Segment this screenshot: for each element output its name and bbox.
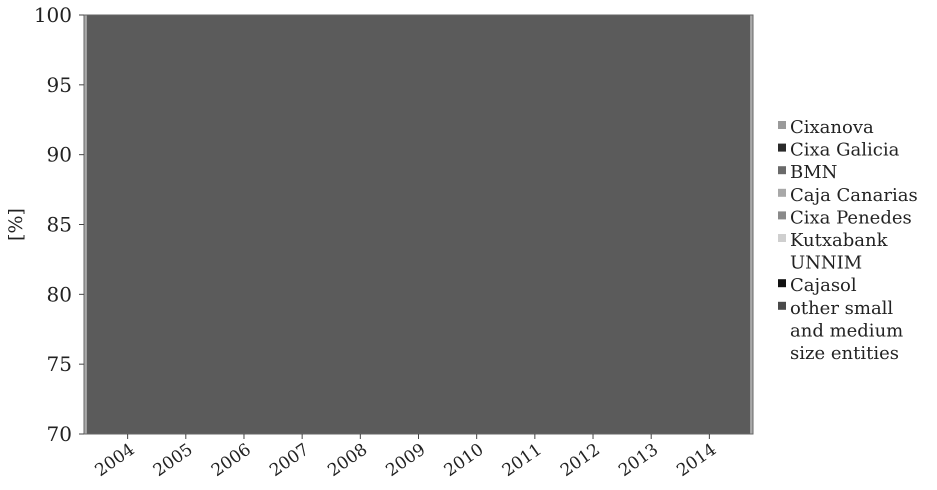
legend-label: Cixa Penedes bbox=[790, 207, 912, 228]
legend-swatch bbox=[778, 121, 786, 129]
legend-label: UNNIM bbox=[790, 253, 862, 274]
x-tick-label: 2009 bbox=[382, 440, 429, 481]
x-tick-label: 2008 bbox=[324, 440, 371, 481]
y-tick-label: 75 bbox=[47, 352, 72, 376]
y-axis-label: [%] bbox=[5, 208, 27, 241]
legend-swatch bbox=[778, 166, 786, 175]
legend-swatch bbox=[778, 211, 786, 220]
x-tick-label: 2011 bbox=[499, 440, 546, 481]
legend-label: Cajasol bbox=[790, 275, 857, 296]
y-tick-label: 80 bbox=[47, 282, 72, 306]
y-tick-label: 95 bbox=[47, 73, 72, 97]
x-tick-label: 2007 bbox=[266, 440, 313, 481]
y-tick-label: 90 bbox=[47, 143, 72, 167]
legend-swatch bbox=[778, 279, 786, 288]
legend-swatch bbox=[778, 143, 786, 152]
x-tick-label: 2005 bbox=[150, 440, 197, 481]
legend-label: Cixa Galicia bbox=[790, 140, 900, 161]
legend-label: Kutxabank bbox=[790, 230, 889, 251]
x-tick-label: 2010 bbox=[441, 440, 488, 481]
x-tick-label: 2013 bbox=[615, 440, 662, 481]
legend-label: and medium bbox=[790, 320, 903, 341]
legend-label: size entities bbox=[790, 343, 899, 364]
legend-label: Cixanova bbox=[790, 117, 874, 138]
legend-swatch bbox=[778, 234, 786, 242]
legend-swatch bbox=[778, 188, 786, 197]
x-tick-label: 2014 bbox=[673, 440, 720, 481]
x-tick-label: 2006 bbox=[208, 440, 255, 481]
x-tick-label: 2012 bbox=[557, 440, 604, 481]
plot-area bbox=[84, 15, 753, 434]
y-tick-label: 85 bbox=[47, 213, 72, 237]
series-area-other-small-and-medium-size-entities bbox=[86, 15, 751, 434]
legend-label: Caja Canarias bbox=[790, 185, 918, 206]
legend-swatch bbox=[778, 301, 786, 310]
x-tick-label: 2004 bbox=[92, 440, 139, 481]
legend-label: other small bbox=[790, 298, 893, 319]
y-tick-label: 100 bbox=[34, 3, 72, 27]
legend-label: BMN bbox=[790, 162, 837, 183]
y-tick-label: 70 bbox=[47, 422, 72, 446]
